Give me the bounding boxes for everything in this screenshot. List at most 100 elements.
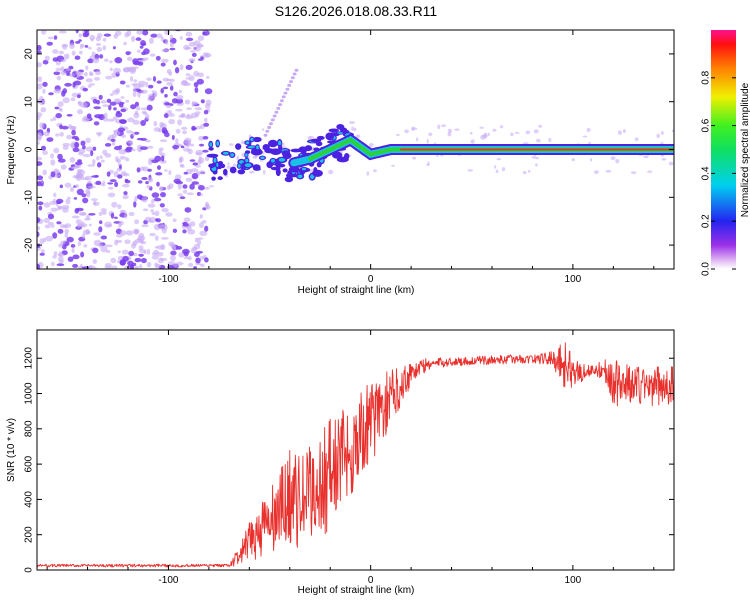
noise-speck [134, 265, 140, 269]
colorbar-ticks: 0.0 0.2 0.4 0.6 0.8 [701, 70, 736, 276]
noise-speck [184, 46, 192, 50]
y-tick-label: 1000 [24, 382, 35, 405]
noise-speck [39, 252, 45, 256]
noise-speck [173, 59, 177, 66]
noise-speck [129, 141, 134, 146]
noise-speck [182, 221, 188, 225]
streak-speck [274, 110, 279, 114]
noise-speck [73, 197, 78, 200]
noise-speck [528, 169, 531, 173]
y-tick-label: 400 [24, 491, 35, 508]
noise-speck [89, 71, 93, 76]
noise-speck [159, 139, 168, 143]
noise-speck [185, 31, 193, 37]
ridge-blob-core [245, 153, 248, 157]
noise-speck [52, 198, 57, 204]
noise-speck [57, 153, 63, 160]
noise-speck [50, 159, 56, 166]
noise-speck [59, 124, 63, 130]
noise-speck [142, 30, 149, 36]
streak-speck [289, 80, 293, 84]
noise-speck [124, 179, 131, 184]
noise-speck [195, 149, 204, 156]
noise-speck [510, 132, 514, 137]
noise-speck [262, 128, 265, 131]
noise-speck [75, 41, 81, 44]
ridge-blob [211, 176, 216, 181]
y-tick-label: 0 [24, 567, 35, 573]
noise-speck [656, 133, 660, 139]
noise-speck [661, 158, 667, 161]
y-tick-label: -20 [24, 237, 35, 252]
noise-speck [79, 101, 88, 108]
noise-speck [66, 114, 73, 117]
noise-speck [71, 50, 76, 56]
noise-speck [44, 55, 50, 61]
noise-speck [116, 167, 122, 172]
noise-speck [441, 124, 446, 127]
noise-speck [368, 143, 374, 147]
noise-speck [97, 162, 102, 168]
colorbar-tick-label: 0.8 [701, 70, 712, 84]
noise-speck [179, 163, 184, 167]
noise-speck [103, 112, 108, 118]
noise-speck [197, 35, 205, 41]
noise-speck [117, 174, 123, 179]
noise-speck [160, 88, 164, 94]
noise-speck [148, 159, 153, 166]
noise-speck [188, 41, 196, 47]
noise-speck [80, 43, 85, 48]
noise-speck [37, 175, 44, 181]
noise-speck [157, 165, 161, 171]
noise-speck [200, 99, 205, 104]
noise-speck [140, 89, 148, 94]
noise-speck [156, 80, 162, 84]
noise-speck [437, 124, 441, 130]
noise-speck [169, 42, 174, 48]
noise-speck [87, 164, 96, 167]
noise-speck [156, 251, 164, 257]
noise-speck [427, 161, 430, 165]
noise-speck [117, 250, 122, 254]
noise-speck [196, 78, 204, 85]
noise-speck [196, 250, 204, 254]
noise-speck [64, 223, 72, 228]
noise-speck [172, 228, 178, 233]
noise-speck [190, 248, 197, 254]
noise-speck [166, 82, 174, 86]
noise-speck [153, 223, 161, 231]
noise-speck [43, 202, 51, 208]
noise-speck [119, 220, 124, 226]
noise-speck [114, 57, 123, 64]
noise-speck [57, 228, 64, 234]
noise-speck [70, 97, 76, 102]
noise-speck [105, 75, 113, 80]
noise-speck [467, 169, 474, 172]
noise-speck [168, 241, 174, 247]
noise-speck [109, 67, 113, 72]
noise-speck [630, 171, 637, 175]
noise-speck [62, 88, 68, 94]
noise-speck [426, 138, 429, 144]
noise-speck [186, 192, 194, 196]
streak-speck [269, 122, 273, 126]
noise-speck [164, 169, 168, 172]
ridge-blob [282, 168, 288, 173]
noise-speck [111, 201, 118, 208]
noise-speck [190, 143, 195, 147]
noise-speck [89, 83, 96, 86]
ridge-blob [281, 150, 291, 157]
noise-speck [204, 117, 208, 123]
streak-speck [292, 72, 297, 76]
noise-speck [159, 160, 167, 164]
noise-speck [177, 119, 183, 126]
x-tick-label: 100 [565, 274, 582, 285]
noise-speck [82, 233, 86, 239]
noise-speck [158, 147, 164, 151]
noise-speck [125, 84, 130, 88]
noise-speck [197, 159, 202, 165]
noise-speck [168, 113, 175, 117]
noise-speck [77, 224, 81, 229]
noise-speck [111, 141, 116, 146]
noise-speck [136, 167, 141, 173]
